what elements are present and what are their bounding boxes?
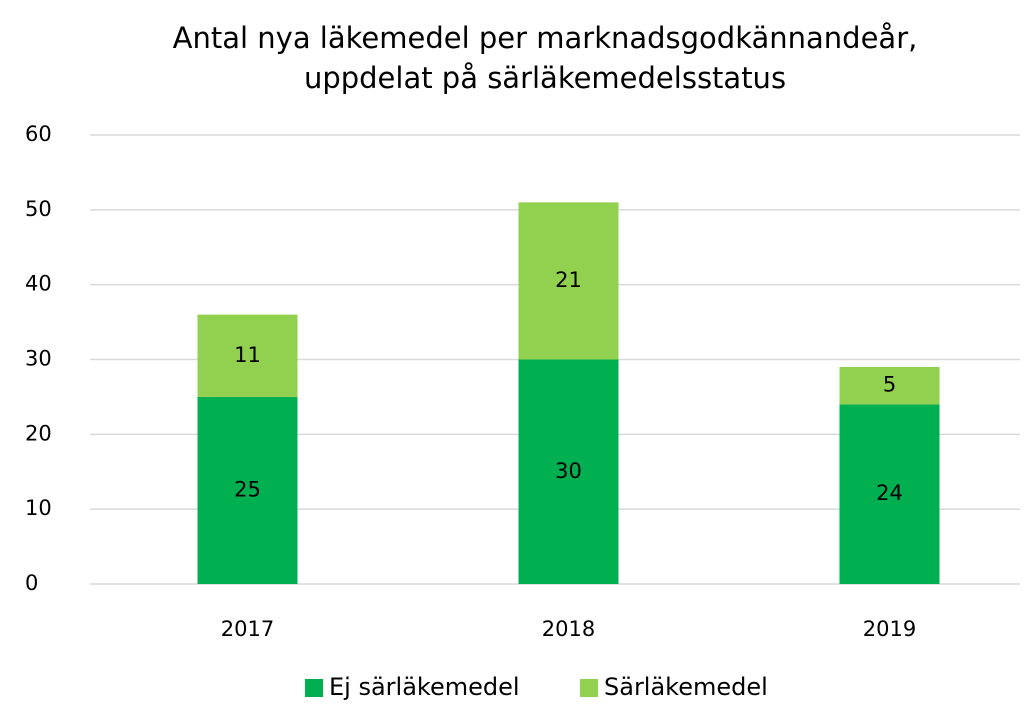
bar-segment <box>197 396 298 584</box>
data-label: 11 <box>234 343 261 367</box>
chart-title: uppdelat på särläkemedelsstatus <box>304 61 786 95</box>
y-tick-label: 20 <box>25 421 52 445</box>
legend-label: Ej särläkemedel <box>329 673 520 701</box>
x-tick-label: 2018 <box>542 617 595 641</box>
x-tick-label: 2017 <box>221 617 274 641</box>
x-tick-label: 2019 <box>863 617 916 641</box>
data-label: 30 <box>555 459 582 483</box>
bar-segment <box>197 314 298 397</box>
data-label: 5 <box>883 373 896 397</box>
legend-swatch <box>580 679 598 697</box>
legend-label: Särläkemedel <box>604 673 768 701</box>
y-tick-label: 30 <box>25 347 52 371</box>
legend-swatch <box>305 679 323 697</box>
y-tick-label: 10 <box>25 496 52 520</box>
bar-segment <box>518 359 619 584</box>
chart-title: Antal nya läkemedel per marknadsgodkänna… <box>173 21 918 55</box>
y-tick-label: 0 <box>25 571 38 595</box>
data-label: 24 <box>876 481 903 505</box>
y-tick-label: 40 <box>25 272 52 296</box>
bar-segment <box>518 202 619 360</box>
data-label: 25 <box>234 477 261 501</box>
bar-segment <box>839 366 940 405</box>
bar-segment <box>839 404 940 584</box>
y-tick-label: 60 <box>25 122 52 146</box>
data-label: 21 <box>555 268 582 292</box>
y-tick-label: 50 <box>25 197 52 221</box>
